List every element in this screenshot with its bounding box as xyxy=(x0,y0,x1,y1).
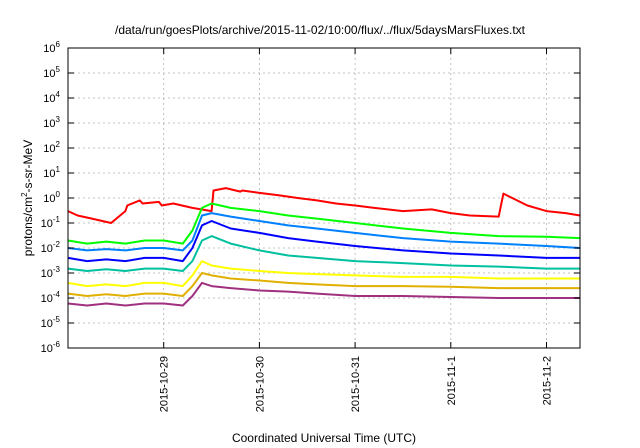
y-tick-label: 100 xyxy=(43,190,60,205)
y-tick-label: 105 xyxy=(43,65,60,80)
y-axis-label-prefix: protons/cm xyxy=(21,197,35,256)
series-line-8 xyxy=(67,281,580,307)
x-tick-label: 2015-10-31 xyxy=(350,356,362,412)
x-tick-label: 2015-10-29 xyxy=(159,356,171,412)
series-line-6 xyxy=(67,260,580,288)
y-tick-label: 10-2 xyxy=(41,240,61,255)
grid xyxy=(68,48,580,348)
series-line-2 xyxy=(67,202,581,245)
series-line-1 xyxy=(67,187,581,224)
y-tick-label: 10-1 xyxy=(41,215,61,230)
x-tick-label: 2015-11-2 xyxy=(542,356,554,405)
y-tick-label: 106 xyxy=(43,40,60,55)
y-tick-label: 10-4 xyxy=(41,290,61,305)
y-tick-label: 101 xyxy=(43,165,60,180)
y-tick-label: 10-3 xyxy=(41,265,61,280)
y-tick-label: 104 xyxy=(43,90,60,105)
series-line-7 xyxy=(67,272,580,297)
y-axis-label-suffix: -s-sr-MeV xyxy=(21,140,35,193)
x-tick-label: 2015-10-30 xyxy=(254,356,266,412)
y-axis-label: protons/cm2-s-sr-MeV xyxy=(20,140,35,256)
x-tick-label: 2015-11-1 xyxy=(446,356,458,405)
series-line-5 xyxy=(67,235,580,272)
y-tick-label: 10-6 xyxy=(41,340,61,355)
y-tick-label: 10-5 xyxy=(41,315,61,330)
x-axis-label: Coordinated Universal Time (UTC) xyxy=(232,431,416,445)
series-line-4 xyxy=(67,220,580,263)
axis-ticks: 2015-10-29 2015-10-30 2015-10-31 2015-11-1 2… xyxy=(41,40,580,412)
chart-title: /data/run/goesPlots/archive/2015-11-02/1… xyxy=(115,23,526,37)
series-line-3 xyxy=(67,212,581,252)
y-tick-label: 103 xyxy=(43,115,60,130)
y-axis-label-sup: 2 xyxy=(20,192,29,197)
series-group xyxy=(67,187,581,307)
y-tick-label: 102 xyxy=(43,140,60,155)
